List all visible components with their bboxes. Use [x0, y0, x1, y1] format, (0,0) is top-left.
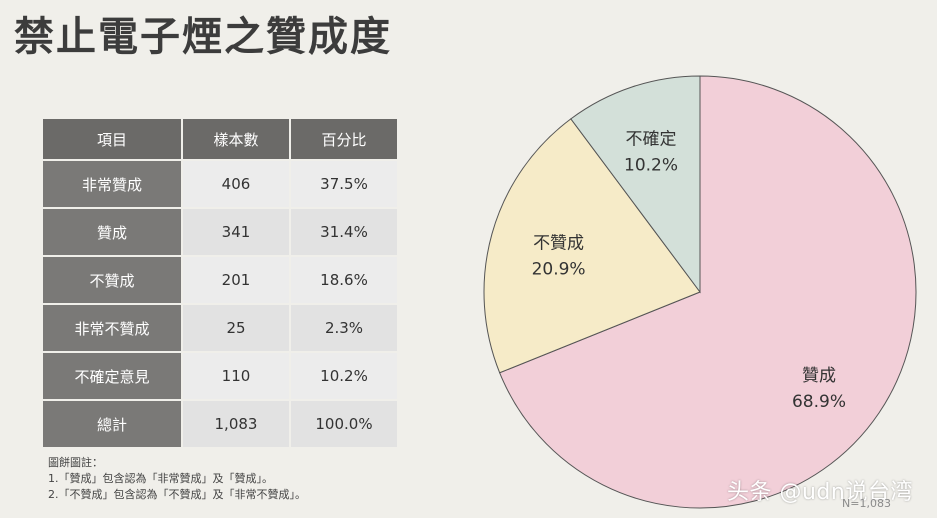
row-percentage: 31.4%: [289, 207, 399, 257]
table-row: 非常不贊成 25 2.3%: [41, 303, 399, 353]
row-count: 341: [181, 207, 291, 257]
header-item: 項目: [41, 117, 183, 161]
row-label: 非常不贊成: [41, 303, 183, 353]
table-row-total: 總計 1,083 100.0%: [41, 399, 399, 449]
table-header-row: 項目 樣本數 百分比: [41, 117, 399, 161]
pie-slice: [570, 75, 701, 294]
row-percentage: 100.0%: [289, 399, 399, 449]
table-row: 不確定意見 110 10.2%: [41, 351, 399, 401]
notes-heading: 圖餅圖註：: [48, 456, 103, 469]
pie-slice-label: 不確定: [626, 129, 677, 149]
pie-slice: [499, 75, 917, 509]
row-percentage: 37.5%: [289, 159, 399, 209]
row-count: 25: [181, 303, 291, 353]
row-label: 不贊成: [41, 255, 183, 305]
pie-slice-label: 贊成: [802, 366, 836, 386]
pie-slice-value-label: 68.9%: [792, 392, 846, 412]
sample-size-label: N=1,083: [842, 497, 891, 510]
row-label: 贊成: [41, 207, 183, 257]
pie-chart-svg: 贊成 68.9% 不贊成 20.9% 不確定 10.2%: [483, 75, 917, 509]
row-count: 406: [181, 159, 291, 209]
row-percentage: 2.3%: [289, 303, 399, 353]
pie-slice-label: 不贊成: [533, 233, 584, 253]
row-count: 110: [181, 351, 291, 401]
table-row: 非常贊成 406 37.5%: [41, 159, 399, 209]
pie-chart: 贊成 68.9% 不贊成 20.9% 不確定 10.2%: [470, 68, 930, 514]
row-label: 總計: [41, 399, 183, 449]
note-line: 2.「不贊成」包含認為「不贊成」及「非常不贊成」。: [48, 488, 306, 501]
pie-slice-value-label: 20.9%: [532, 259, 586, 279]
table-row: 不贊成 201 18.6%: [41, 255, 399, 305]
row-percentage: 10.2%: [289, 351, 399, 401]
note-line: 1.「贊成」包含認為「非常贊成」及「贊成」。: [48, 472, 273, 485]
chart-notes: 圖餅圖註： 1.「贊成」包含認為「非常贊成」及「贊成」。 2.「不贊成」包含認為…: [48, 455, 306, 503]
pie-slice: [483, 118, 701, 374]
page-title: 禁止電子煙之贊成度: [14, 14, 392, 60]
table-row: 贊成 341 31.4%: [41, 207, 399, 257]
header-sample-size: 樣本數: [181, 117, 291, 161]
row-label: 非常贊成: [41, 159, 183, 209]
row-label: 不確定意見: [41, 351, 183, 401]
results-table: 項目 樣本數 百分比 非常贊成 406 37.5% 贊成 341 31.4% 不…: [41, 117, 399, 449]
watermark: 头条 @udn说台湾: [727, 480, 913, 505]
row-count: 1,083: [181, 399, 291, 449]
row-count: 201: [181, 255, 291, 305]
row-percentage: 18.6%: [289, 255, 399, 305]
pie-slice-value-label: 10.2%: [624, 155, 678, 175]
header-percentage: 百分比: [289, 117, 399, 161]
